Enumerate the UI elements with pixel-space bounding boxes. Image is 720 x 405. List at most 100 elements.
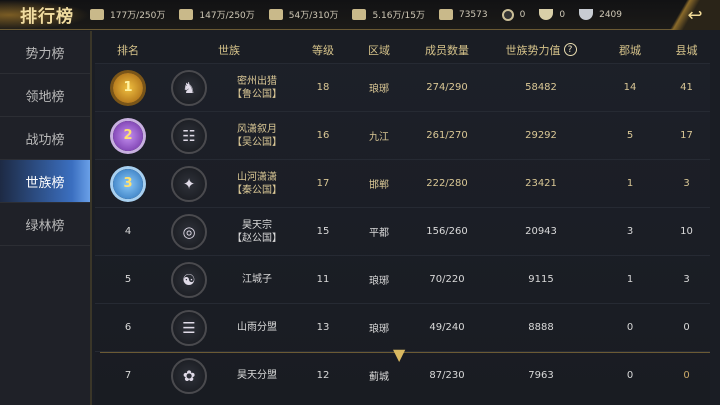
- region: 琅琊: [369, 84, 389, 95]
- rank-number: 7: [124, 370, 132, 381]
- power: 8888: [528, 322, 554, 333]
- stone-icon: [268, 9, 283, 20]
- back-arrow-icon[interactable]: ↩: [670, 0, 720, 30]
- clan-state: 【吴公国】: [232, 136, 282, 148]
- clan-emblem-icon: ♞: [171, 69, 207, 106]
- gold-ingot-icon: [539, 9, 554, 20]
- commandery: 1: [626, 274, 634, 285]
- region: 琅琊: [369, 324, 389, 335]
- rank-number: 1: [123, 80, 133, 95]
- level: 17: [316, 178, 330, 189]
- col-power-label: 世族势力值: [505, 43, 561, 57]
- clan-cell: ♞ 密州出猎 【鲁公国】: [161, 69, 297, 106]
- clan-cell: ✿ 昊天分盟: [161, 357, 297, 394]
- table-row[interactable]: 2 ☷ 风潇叙月 【吴公国】 16 九江 261/270 29292 5 17: [95, 111, 710, 159]
- clan-state: 【秦公国】: [232, 184, 282, 196]
- table-row[interactable]: 1 ♞ 密州出猎 【鲁公国】 18 琅琊 274/290 58482 14 41: [95, 63, 710, 111]
- clan-cell: ☷ 风潇叙月 【吴公国】: [161, 117, 297, 154]
- col-rank: 排名: [117, 43, 139, 57]
- grain-icon: [90, 9, 104, 20]
- table-row[interactable]: 6 ☰ 山雨分盟 13 琅琊 49/240 8888 0 0: [95, 303, 710, 351]
- commandery: 0: [626, 322, 634, 333]
- county: 41: [680, 82, 693, 93]
- divider: [100, 352, 710, 353]
- clan-cell: ◎ 昊天宗 【赵公国】: [161, 213, 297, 250]
- clan-name: 密州出猎: [237, 75, 277, 87]
- page-title: 排行榜: [0, 0, 90, 30]
- resource-value: 5.16万/15万: [372, 11, 425, 21]
- sidebar-item-3[interactable]: 世族榜: [0, 160, 90, 203]
- resource-value: 147万/250万: [199, 11, 255, 21]
- sidebar-item-0[interactable]: 势力榜: [0, 31, 90, 74]
- commandery: 5: [626, 130, 634, 141]
- county: 0: [683, 370, 690, 381]
- clan-emblem-icon: ✿: [171, 357, 207, 394]
- sidebar-item-1[interactable]: 领地榜: [0, 74, 90, 117]
- silver-ingot-icon: [579, 9, 594, 20]
- clan-name: 昊天分盟: [237, 370, 277, 381]
- resource-value: 73573: [458, 9, 488, 20]
- rank-cell: 1: [95, 72, 161, 103]
- clan-cell: ✦ 山河潇潇 【秦公国】: [161, 165, 297, 202]
- level: 16: [316, 130, 330, 141]
- clan-cell: ☰ 山雨分盟: [161, 309, 297, 346]
- sidebar-item-4[interactable]: 绿林榜: [0, 203, 90, 246]
- commandery: 14: [623, 82, 637, 93]
- table-row[interactable]: 4 ◎ 昊天宗 【赵公国】 15 平都 156/260 20943 3 10: [95, 207, 710, 255]
- region: 平都: [369, 228, 389, 239]
- wood-icon: [179, 9, 194, 20]
- region: 九江: [369, 132, 389, 143]
- clan-name: 江城子: [242, 274, 272, 285]
- top-bar: 排行榜 177万/250万 147万/250万 54万/310万 5.16万/15万 7…: [0, 0, 720, 30]
- rank-number: 2: [123, 128, 133, 143]
- resource-value: 0: [519, 9, 526, 20]
- resource-1: 147万/250万: [179, 8, 255, 21]
- resource-0: 177万/250万: [90, 8, 165, 21]
- members: 87/230: [429, 370, 465, 381]
- resource-5: 0: [501, 8, 526, 21]
- members: 222/280: [426, 178, 468, 189]
- commandery: 1: [626, 178, 634, 189]
- county: 17: [680, 130, 693, 141]
- table-row[interactable]: 3 ✦ 山河潇潇 【秦公国】 17 邯郸 222/280 23421 1 3: [95, 159, 710, 207]
- region: 琅琊: [369, 276, 389, 287]
- level: 12: [316, 370, 330, 381]
- resource-value: 2409: [599, 9, 622, 20]
- members: 49/240: [429, 322, 465, 333]
- commandery: 3: [626, 226, 634, 237]
- rank-number: 6: [124, 322, 132, 333]
- rank-cell: 4: [95, 226, 161, 237]
- resource-value: 54万/310万: [288, 11, 339, 21]
- clan-state: 【鲁公国】: [232, 88, 282, 100]
- iron-icon: [352, 9, 367, 20]
- rank-number: 4: [124, 226, 132, 237]
- clan-state: 【赵公国】: [232, 232, 282, 244]
- power: 58482: [525, 82, 557, 93]
- resource-3: 5.16万/15万: [352, 8, 425, 21]
- power: 7963: [528, 370, 554, 381]
- commandery: 0: [626, 370, 634, 381]
- help-icon[interactable]: ?: [563, 43, 577, 56]
- county: 3: [683, 274, 690, 285]
- table-row[interactable]: 5 ☯ 江城子 11 琅琊 70/220 9115 1 3: [95, 255, 710, 303]
- members: 156/260: [426, 226, 468, 237]
- resource-6: 0: [539, 8, 565, 21]
- level: 13: [316, 322, 330, 333]
- col-county: 县城: [675, 43, 698, 57]
- rank-cell: 6: [95, 322, 161, 333]
- scroll-down-chevron-icon[interactable]: ▼: [393, 345, 406, 364]
- clan-cell: ☯ 江城子: [161, 261, 297, 298]
- col-level: 等级: [312, 43, 334, 57]
- level: 18: [316, 82, 330, 93]
- rank-number: 5: [124, 274, 132, 285]
- power: 23421: [525, 178, 557, 189]
- county: 3: [683, 178, 690, 189]
- sidebar-item-2[interactable]: 战功榜: [0, 117, 90, 160]
- region: 邯郸: [369, 180, 389, 191]
- power: 20943: [525, 226, 557, 237]
- ranking-table: 排名 世族 等级 区域 成员数量 世族势力值? 郡城 县城 1 ♞ 密州出猎 【鲁公…: [95, 36, 710, 405]
- table-row[interactable]: 7 ✿ 昊天分盟 12 蓟城 87/230 7963 0 0: [95, 351, 710, 399]
- table-header: 排名 世族 等级 区域 成员数量 世族势力值? 郡城 县城: [95, 36, 710, 63]
- order-icon: [438, 9, 453, 20]
- level: 11: [316, 274, 330, 285]
